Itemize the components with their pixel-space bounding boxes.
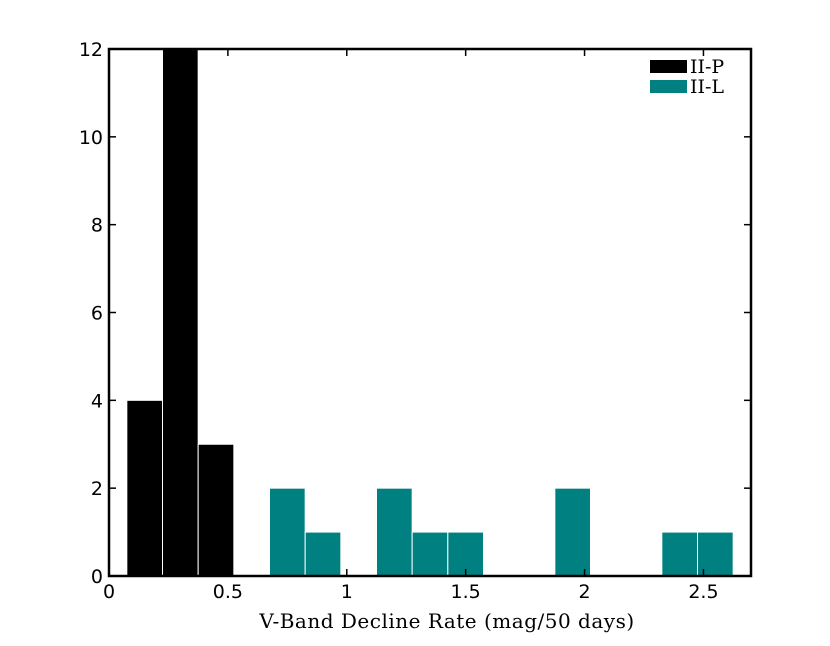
bar-ii-l-6	[661, 531, 698, 577]
y-tick-label: 12	[79, 39, 103, 61]
x-tick-label: 0	[103, 581, 115, 603]
legend: II-PII-L	[650, 56, 724, 98]
bar-ii-p-0	[126, 399, 164, 577]
legend-label-ii-l: II-L	[690, 76, 724, 98]
y-tick-label: 4	[91, 390, 103, 412]
plot-frame	[107, 47, 753, 578]
legend-swatch-ii-l	[650, 80, 687, 93]
y-tick-label: 10	[79, 127, 103, 149]
bar-ii-l-4	[447, 531, 485, 577]
legend-swatch-ii-p	[650, 60, 687, 73]
bars-group	[126, 48, 734, 577]
y-tick-label: 8	[91, 215, 103, 237]
x-axis-label: V-Band Decline Rate (mag/50 days)	[258, 609, 634, 633]
x-tick-label: 1	[341, 581, 353, 603]
bar-ii-l-3	[411, 531, 449, 577]
x-tick-label: 2.5	[688, 581, 718, 603]
y-tick-label: 0	[91, 566, 103, 588]
bar-ii-l-2	[376, 487, 413, 577]
bar-ii-p-1	[162, 48, 199, 577]
x-tick-label: 2	[579, 581, 591, 603]
bar-ii-l-5	[554, 487, 591, 577]
x-tick-label: 1.5	[451, 581, 481, 603]
y-tick-label: 6	[91, 303, 103, 325]
bar-ii-p-2	[197, 443, 235, 577]
y-tick-label: 2	[91, 478, 103, 500]
bar-ii-l-7	[697, 531, 734, 577]
x-tick-label: 0.5	[213, 581, 243, 603]
legend-label-ii-p: II-P	[690, 56, 724, 78]
bar-ii-l-0	[269, 487, 306, 577]
tick-labels-group: 0 0.5 1 1.5 2 2.5 0 2 4 6 8 10 12	[79, 39, 719, 603]
bar-ii-l-1	[304, 531, 342, 577]
